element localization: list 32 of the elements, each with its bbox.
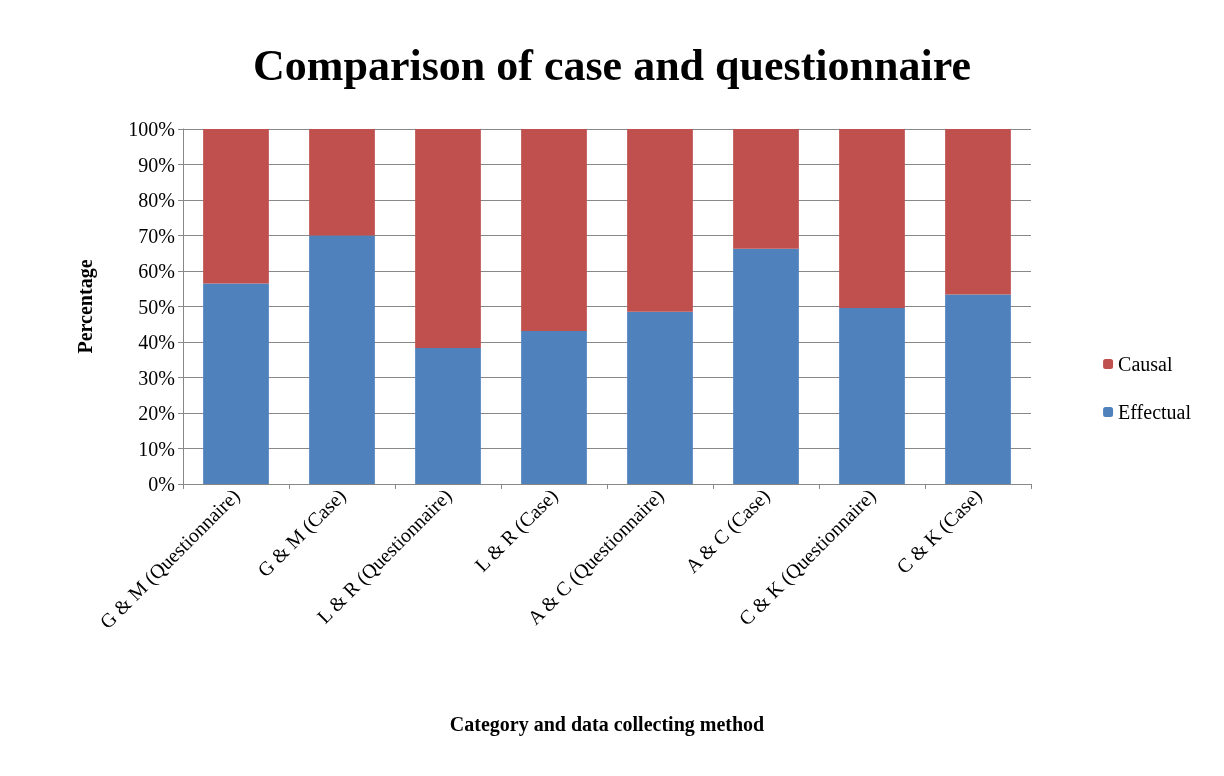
y-tick-label: 10% <box>138 437 175 460</box>
legend-label: Effectual <box>1118 401 1192 423</box>
bar <box>203 283 269 484</box>
bar <box>945 129 1011 295</box>
x-axis-title: Category and data collecting method <box>449 713 765 736</box>
bar <box>733 129 799 249</box>
y-tick-label: 80% <box>138 189 175 211</box>
y-tick-label: 50% <box>138 295 175 318</box>
bar <box>309 235 375 484</box>
bar <box>415 129 481 349</box>
y-tick-label: 90% <box>138 153 175 176</box>
y-tick-label: 100% <box>128 118 175 140</box>
y-tick-label: 20% <box>138 402 175 424</box>
bar <box>521 331 587 484</box>
bar <box>839 129 905 308</box>
y-tick-label: 70% <box>138 224 175 247</box>
bar <box>627 311 693 484</box>
bar <box>733 248 799 484</box>
bar <box>945 294 1011 484</box>
y-tick-label: 60% <box>138 260 175 282</box>
bar <box>415 348 481 484</box>
legend-label: Causal <box>1118 353 1173 375</box>
y-tick-label: 30% <box>138 366 175 389</box>
bar <box>309 129 375 236</box>
bar <box>627 129 693 312</box>
y-tick-label: 0% <box>148 473 175 495</box>
bar <box>203 129 269 284</box>
bar <box>521 129 587 331</box>
chart-title: Comparison of case and questionnaire <box>253 40 971 90</box>
bar <box>839 307 905 484</box>
y-axis-title: Percentage <box>74 259 97 354</box>
y-tick-label: 40% <box>138 331 175 353</box>
